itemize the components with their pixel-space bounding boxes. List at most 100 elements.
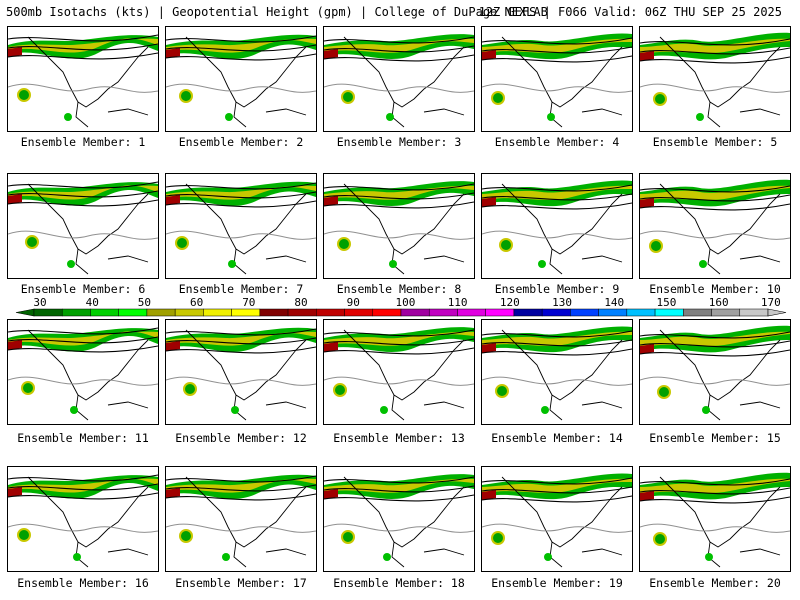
map-image bbox=[640, 179, 790, 275]
ensemble-panel bbox=[7, 173, 159, 279]
colorbar-tick-label: 100 bbox=[395, 296, 415, 309]
map-image bbox=[8, 474, 158, 568]
map-image bbox=[8, 34, 158, 128]
map-image bbox=[640, 32, 790, 128]
colorbar-segment bbox=[739, 308, 769, 317]
ensemble-member-label: Ensemble Member: 18 bbox=[333, 576, 465, 590]
map-image bbox=[482, 33, 632, 128]
map-image bbox=[324, 34, 474, 128]
colorbar-segment bbox=[372, 308, 402, 317]
colorbar-left-arrow bbox=[15, 308, 35, 317]
map-image bbox=[482, 473, 632, 568]
colorbar-segment bbox=[513, 308, 543, 317]
map-image bbox=[640, 472, 790, 568]
colorbar-segment bbox=[259, 308, 289, 317]
colorbar-segment bbox=[146, 308, 176, 317]
chart-title: 500mb Isotachs (kts) | Geopotential Heig… bbox=[6, 5, 548, 19]
map-image bbox=[482, 326, 632, 421]
ensemble-panel bbox=[323, 319, 475, 425]
colorbar-tick-label: 90 bbox=[347, 296, 360, 309]
ensemble-panel bbox=[323, 466, 475, 572]
ensemble-member-label: Ensemble Member: 10 bbox=[649, 282, 781, 296]
ensemble-panel bbox=[165, 173, 317, 279]
map-image bbox=[166, 181, 316, 275]
map-image bbox=[324, 181, 474, 275]
colorbar-segment bbox=[485, 308, 515, 317]
ensemble-panel bbox=[7, 26, 159, 132]
colorbar-segment bbox=[90, 308, 119, 317]
ensemble-member-label: Ensemble Member: 16 bbox=[17, 576, 149, 590]
ensemble-panel bbox=[165, 26, 317, 132]
ensemble-panel bbox=[7, 466, 159, 572]
ensemble-panel bbox=[481, 466, 633, 572]
ensemble-member-label: Ensemble Member: 5 bbox=[652, 135, 778, 149]
ensemble-panel bbox=[165, 319, 317, 425]
colorbar-legend: 30 40 50 60 70 80 90 100 110 120 130 140 150 160 170 bbox=[15, 296, 787, 317]
colorbar-tick-label: 70 bbox=[242, 296, 255, 309]
ensemble-member-label: Ensemble Member: 19 bbox=[491, 576, 623, 590]
colorbar-tick-label: 140 bbox=[604, 296, 624, 309]
colorbar-tick-label: 160 bbox=[709, 296, 729, 309]
colorbar-segment bbox=[203, 308, 232, 317]
ensemble-member-label: Ensemble Member: 20 bbox=[649, 576, 781, 590]
colorbar-segment bbox=[654, 308, 684, 317]
ensemble-member-label: Ensemble Member: 4 bbox=[494, 135, 620, 149]
map-image bbox=[166, 474, 316, 568]
colorbar-tick-label: 170 bbox=[761, 296, 781, 309]
colorbar-segment bbox=[33, 308, 63, 317]
ensemble-member-label: Ensemble Member: 11 bbox=[17, 431, 149, 445]
ensemble-member-label: Ensemble Member: 13 bbox=[333, 431, 465, 445]
ensemble-member-label: Ensemble Member: 1 bbox=[20, 135, 146, 149]
colorbar-segment bbox=[231, 308, 261, 317]
colorbar-segment bbox=[626, 308, 656, 317]
ensemble-member-label: Ensemble Member: 15 bbox=[649, 431, 781, 445]
ensemble-member-label: Ensemble Member: 8 bbox=[336, 282, 462, 296]
ensemble-member-label: Ensemble Member: 12 bbox=[175, 431, 307, 445]
ensemble-panel bbox=[481, 319, 633, 425]
ensemble-panel bbox=[639, 173, 791, 279]
colorbar-segment bbox=[61, 308, 91, 317]
colorbar-tick-label: 50 bbox=[138, 296, 151, 309]
colorbar-tick-label: 30 bbox=[33, 296, 46, 309]
colorbar-segment bbox=[570, 308, 599, 317]
colorbar-segment bbox=[400, 308, 430, 317]
map-image bbox=[8, 327, 158, 421]
run-info: 12Z GEFS | F066 Valid: 06Z THU SEP 25 20… bbox=[478, 5, 782, 19]
colorbar-segment bbox=[344, 308, 374, 317]
colorbar-segment bbox=[287, 308, 317, 317]
colorbar-segment bbox=[428, 308, 458, 317]
colorbar-segment bbox=[457, 308, 486, 317]
ensemble-panel bbox=[639, 466, 791, 572]
colorbar-tick-label: 150 bbox=[657, 296, 677, 309]
ensemble-member-label: Ensemble Member: 7 bbox=[178, 282, 304, 296]
ensemble-member-label: Ensemble Member: 2 bbox=[178, 135, 304, 149]
map-image bbox=[166, 34, 316, 128]
colorbar-segment bbox=[598, 308, 628, 317]
ensemble-panel bbox=[323, 173, 475, 279]
ensemble-member-label: Ensemble Member: 17 bbox=[175, 576, 307, 590]
colorbar-segment bbox=[316, 308, 345, 317]
colorbar-segment bbox=[174, 308, 204, 317]
map-image bbox=[640, 325, 790, 421]
colorbar-tick-label: 60 bbox=[190, 296, 203, 309]
ensemble-member-label: Ensemble Member: 3 bbox=[336, 135, 462, 149]
map-image bbox=[166, 327, 316, 421]
map-image bbox=[482, 180, 632, 275]
ensemble-panel bbox=[7, 319, 159, 425]
colorbar-tick-label: 40 bbox=[86, 296, 99, 309]
ensemble-member-label: Ensemble Member: 6 bbox=[20, 282, 146, 296]
map-image bbox=[324, 327, 474, 421]
colorbar-right-arrow bbox=[767, 308, 787, 317]
map-image bbox=[8, 181, 158, 275]
ensemble-member-label: Ensemble Member: 14 bbox=[491, 431, 623, 445]
ensemble-panel bbox=[165, 466, 317, 572]
ensemble-panel bbox=[481, 173, 633, 279]
ensemble-panel bbox=[639, 26, 791, 132]
colorbar-tick-label: 80 bbox=[294, 296, 307, 309]
colorbar-tick-label: 110 bbox=[448, 296, 468, 309]
colorbar-segment bbox=[118, 308, 148, 317]
ensemble-panel bbox=[323, 26, 475, 132]
colorbar-tick-label: 120 bbox=[500, 296, 520, 309]
map-image bbox=[324, 474, 474, 568]
